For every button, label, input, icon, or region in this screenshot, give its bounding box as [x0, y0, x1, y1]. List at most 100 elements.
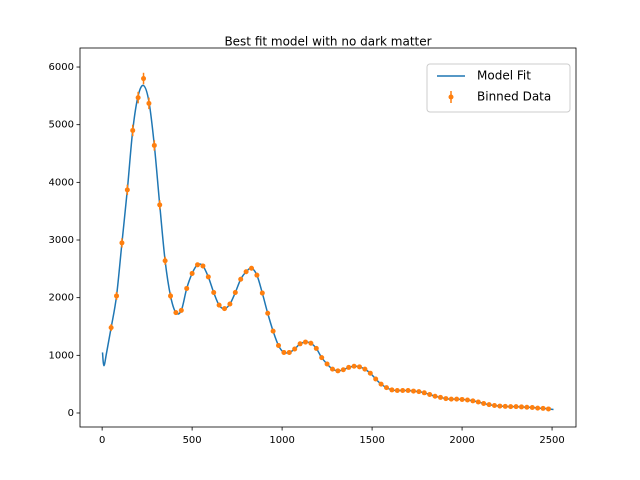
y-tick-label: 2000 [49, 293, 74, 304]
data-point [124, 187, 130, 193]
y-tick-label: 3000 [49, 235, 74, 246]
data-point [470, 398, 476, 404]
data-point [162, 258, 168, 264]
data-point [292, 346, 298, 352]
data-point [286, 349, 292, 355]
data-point [421, 390, 427, 396]
data-point [529, 405, 535, 411]
data-point [378, 381, 384, 387]
data-point [362, 366, 368, 372]
data-point [427, 392, 433, 398]
data-point [313, 345, 319, 351]
x-tick-label: 500 [183, 435, 202, 446]
data-point [405, 388, 411, 394]
data-point [135, 95, 141, 101]
data-point [329, 366, 335, 372]
data-point [491, 402, 497, 408]
data-point [502, 403, 508, 409]
x-tick-label: 0 [99, 435, 105, 446]
data-point [281, 349, 287, 355]
data-point [432, 393, 438, 399]
data-point [168, 293, 174, 299]
data-point [373, 376, 379, 382]
data-point [195, 262, 201, 268]
data-point [276, 343, 282, 349]
data-point [232, 289, 238, 295]
data-point [448, 396, 454, 402]
y-tick-label: 4000 [49, 177, 74, 188]
data-point [200, 263, 206, 269]
data-point [464, 397, 470, 403]
y-tick-label: 5000 [49, 120, 74, 131]
data-point [297, 341, 303, 347]
x-tick-label: 2000 [449, 435, 474, 446]
data-point [243, 269, 249, 275]
x-tick-label: 2500 [539, 435, 564, 446]
data-point [535, 405, 541, 411]
axes-frame [79, 47, 577, 428]
data-point [211, 289, 217, 295]
data-point [389, 387, 395, 393]
data-point [108, 325, 114, 331]
data-point [157, 202, 163, 208]
data-point [410, 388, 416, 394]
legend-label: Binned Data [477, 90, 551, 104]
y-tick-label: 6000 [49, 62, 74, 73]
data-point [222, 306, 228, 312]
x-tick-label: 1500 [359, 435, 384, 446]
data-point [416, 389, 422, 395]
data-point [518, 404, 524, 410]
data-point [216, 302, 222, 308]
data-point [481, 400, 487, 406]
data-point [540, 405, 546, 411]
data-point [454, 396, 460, 402]
data-point [513, 404, 519, 410]
data-point [189, 270, 195, 276]
data-point [184, 285, 190, 291]
data-point [303, 339, 309, 345]
y-tick-label: 0 [68, 408, 74, 419]
data-point [437, 394, 443, 400]
data-point [383, 385, 389, 391]
data-point [173, 310, 179, 316]
data-point [141, 76, 147, 82]
data-point [524, 404, 530, 410]
data-point [486, 402, 492, 408]
data-point [497, 403, 503, 409]
legend-marker [448, 94, 454, 100]
data-point [508, 404, 514, 410]
data-point [319, 355, 325, 361]
data-point [346, 364, 352, 370]
data-point [119, 240, 125, 246]
data-point [249, 265, 255, 271]
data-point [324, 361, 330, 367]
data-point [178, 307, 184, 313]
data-point [351, 363, 357, 369]
data-point [308, 340, 314, 346]
data-point [151, 142, 157, 148]
data-point [367, 370, 373, 376]
data-point [130, 127, 136, 133]
y-tick-label: 1000 [49, 350, 74, 361]
data-point [227, 301, 233, 307]
data-point [335, 368, 341, 374]
data-point [443, 396, 449, 402]
data-point [114, 293, 120, 299]
data-point [356, 364, 362, 370]
data-point [259, 290, 265, 296]
legend-label: Model Fit [477, 69, 531, 83]
data-point [394, 388, 400, 394]
data-point [400, 388, 406, 394]
data-point [254, 272, 260, 278]
chart-title: Best fit model with no dark matter [224, 35, 431, 49]
data-point [146, 100, 152, 106]
data-point [205, 274, 211, 280]
data-point [545, 406, 551, 412]
data-point [265, 310, 271, 316]
data-point [238, 276, 244, 282]
data-point [270, 328, 276, 334]
data-point [475, 399, 481, 405]
data-point [340, 367, 346, 373]
data-point [459, 396, 465, 402]
